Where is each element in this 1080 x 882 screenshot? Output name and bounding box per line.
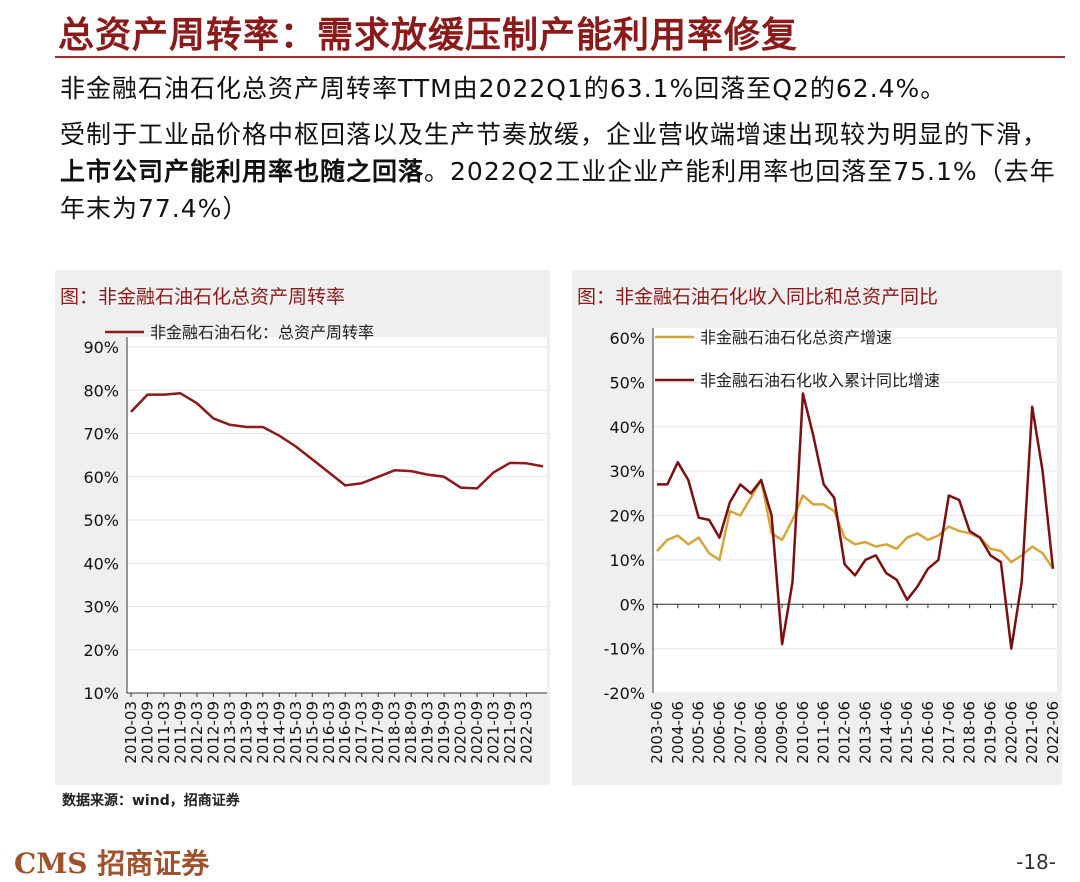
x-tick-label: 2016-03 [320, 701, 338, 764]
text: 受制于工业品价格中枢回落以及生产节奏放缓，企业营收端增速出现较为明显的下滑， [60, 120, 1049, 149]
y-tick-label: 40% [609, 418, 645, 437]
y-tick-label: 90% [83, 338, 119, 357]
x-tick-label: 2013-09 [237, 701, 255, 764]
x-tick-label: 2016-09 [336, 701, 354, 764]
x-tick-label: 2019-03 [419, 701, 437, 764]
x-tick-label: 2021-03 [485, 701, 503, 764]
y-tick-label: -10% [604, 640, 645, 659]
y-tick-label: 50% [83, 511, 119, 530]
x-tick-label: 2005-06 [690, 701, 708, 764]
x-tick-label: 2011-03 [155, 701, 173, 764]
x-tick-label: 2011-09 [171, 701, 189, 764]
x-tick-label: 2011-06 [815, 701, 833, 764]
y-tick-label: 20% [83, 641, 119, 660]
x-tick-label: 2006-06 [711, 701, 729, 764]
logo: CMS 招商证券 [14, 847, 210, 880]
y-tick-label: 50% [609, 373, 645, 392]
x-tick-label: 2017-09 [369, 701, 387, 764]
legend-label: 非金融石油石化：总资产周转率 [150, 323, 374, 342]
x-tick-label: 2016-06 [919, 701, 937, 764]
y-tick-label: 10% [83, 684, 119, 703]
x-tick-label: 2015-03 [287, 701, 305, 764]
x-tick-label: 2013-03 [221, 701, 239, 764]
x-tick-label: 2021-09 [501, 701, 519, 764]
x-tick-label: 2014-09 [270, 701, 288, 764]
page-number: -18- [1016, 850, 1056, 874]
x-tick-label: 2007-06 [731, 701, 749, 764]
y-tick-label: 60% [609, 329, 645, 348]
x-tick-label: 2013-06 [856, 701, 874, 764]
y-tick-label: 20% [609, 507, 645, 526]
x-tick-label: 2003-06 [648, 701, 666, 764]
x-tick-label: 2022-03 [518, 701, 536, 764]
chart-title: 图：非金融石油石化总资产周转率 [60, 286, 345, 308]
text: 。2022Q2工业企业产能利用率也回落至75.1%（去年年末为77.4%） [60, 157, 1056, 223]
title-rule [55, 56, 1065, 58]
x-tick-label: 2019-06 [981, 701, 999, 764]
chart-title: 图：非金融石油石化收入同比和总资产同比 [577, 286, 938, 308]
x-tick-label: 2010-06 [794, 701, 812, 764]
y-tick-label: 80% [83, 381, 119, 400]
x-tick-label: 2015-06 [898, 701, 916, 764]
x-tick-label: 2014-06 [877, 701, 895, 764]
page-title: 总资产周转率：需求放缓压制产能利用率修复 [58, 14, 799, 56]
y-tick-label: 30% [609, 462, 645, 481]
x-tick-label: 2012-09 [204, 701, 222, 764]
x-tick-label: 2018-09 [402, 701, 420, 764]
y-tick-label: 40% [83, 554, 119, 573]
y-tick-label: 0% [620, 595, 645, 614]
bold-text: 上市公司产能利用率也随之回落 [60, 157, 425, 186]
x-tick-label: 2018-03 [386, 701, 404, 764]
line-series [130, 392, 544, 490]
x-tick-label: 2019-09 [435, 701, 453, 764]
y-tick-label: 60% [83, 468, 119, 487]
x-tick-label: 2010-09 [138, 701, 156, 764]
x-tick-label: 2020-06 [1002, 701, 1020, 764]
paragraph: 受制于工业品价格中枢回落以及生产节奏放缓，企业营收端增速出现较为明显的下滑， 上市… [60, 116, 1060, 227]
legend-label: 非金融石油石化收入累计同比增速 [700, 371, 940, 390]
x-tick-label: 2008-06 [752, 701, 770, 764]
y-tick-label: -20% [604, 684, 645, 703]
plot-area [653, 328, 1057, 693]
plot-area [127, 337, 547, 693]
line-series [656, 478, 1055, 570]
x-tick-label: 2022-06 [1044, 701, 1062, 764]
x-tick-label: 2010-03 [122, 701, 140, 764]
x-tick-label: 2012-03 [188, 701, 206, 764]
legend-label: 非金融石油石化总资产增速 [700, 328, 892, 347]
x-tick-label: 2009-06 [773, 701, 791, 764]
x-tick-label: 2017-03 [353, 701, 371, 764]
y-tick-label: 30% [83, 598, 119, 617]
source: 数据来源：wind，招商证券 [62, 793, 240, 809]
x-tick-label: 2018-06 [961, 701, 979, 764]
x-tick-label: 2020-09 [468, 701, 486, 764]
x-tick-label: 2004-06 [669, 701, 687, 764]
line-series [657, 392, 1055, 650]
x-tick-label: 2020-03 [452, 701, 470, 764]
x-tick-label: 2012-06 [836, 701, 854, 764]
y-tick-label: 70% [83, 425, 119, 444]
paragraph: 非金融石油石化总资产周转率TTM由2022Q1的63.1%回落至Q2的62.4%… [60, 74, 947, 103]
x-tick-label: 2021-06 [1023, 701, 1041, 764]
x-tick-label: 2015-09 [303, 701, 321, 764]
x-tick-label: 2014-03 [254, 701, 272, 764]
x-tick-label: 2017-06 [940, 701, 958, 764]
y-tick-label: 10% [609, 551, 645, 570]
